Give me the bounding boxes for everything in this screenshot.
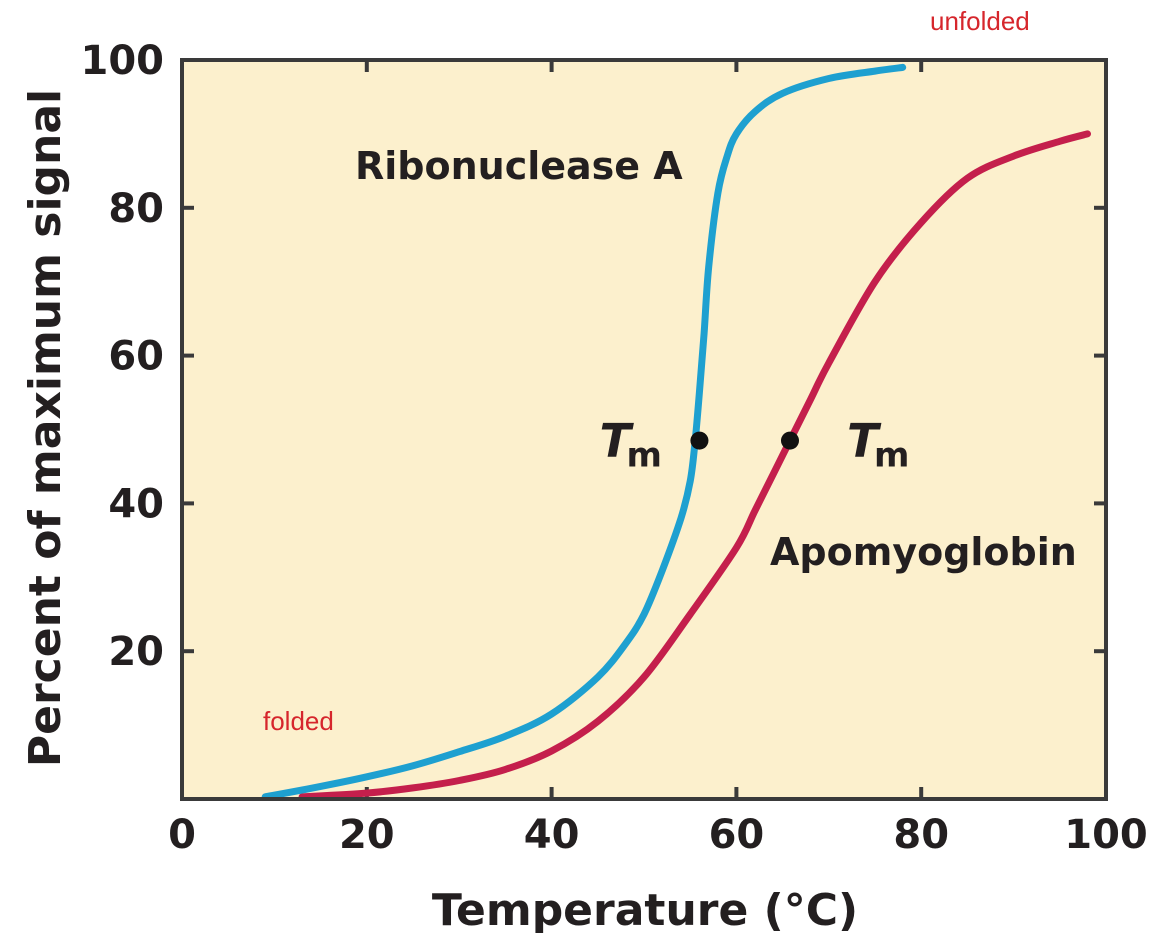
x-tick-label: 80 (893, 812, 949, 858)
y-tick-label: 40 (108, 481, 164, 527)
tm-label: T (599, 414, 634, 468)
tick-labels: 0 20 40 60 80 100 20 40 60 80 100 (81, 38, 1148, 858)
y-tick-label: 20 (108, 629, 164, 675)
tm-subscript: m (874, 436, 909, 476)
x-axis-title: Temperature (°C) (432, 885, 858, 933)
series-label-ribonuclease-a: Ribonuclease A (355, 144, 683, 188)
series-line-apomyoglobin (298, 130, 1091, 801)
y-tick-label: 60 (108, 334, 164, 380)
y-tick-label: 80 (108, 186, 164, 232)
x-tick-label: 0 (168, 812, 196, 858)
x-tick-label: 60 (709, 812, 765, 858)
series-layer (261, 63, 1091, 801)
x-tick-label: 20 (339, 812, 395, 858)
plot-border (180, 58, 1108, 801)
y-tick-label: 100 (81, 38, 165, 84)
series-label-apomyoglobin: Apomyoglobin (770, 530, 1077, 574)
x-tick-label: 100 (1064, 812, 1148, 858)
tm-point (690, 431, 709, 450)
folded-label: folded (263, 706, 334, 736)
unfolded-label: unfolded (930, 6, 1030, 36)
tm-point (780, 431, 799, 450)
series-line-ribonuclease-a (261, 63, 907, 801)
y-axis-title: Percent of maximum signal (20, 89, 71, 767)
tm-subscript: m (626, 436, 661, 476)
tm-label: T (847, 414, 882, 468)
tm-points: Tm Tm (599, 414, 909, 476)
x-tick-label: 40 (524, 812, 580, 858)
